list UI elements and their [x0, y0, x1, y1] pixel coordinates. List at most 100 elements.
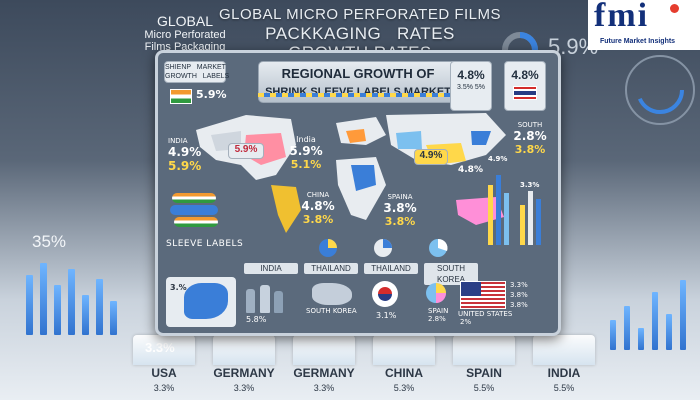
bg-bar	[652, 292, 658, 350]
column-india-value: 5.5%	[553, 383, 575, 393]
bottom-pct-1: 5.8%	[246, 315, 267, 324]
china-callout-label: CHINA	[306, 191, 330, 199]
south-callout-pct1: 2.8%	[513, 129, 547, 143]
bottom-pct-2: 3.1%	[376, 311, 397, 320]
south-korea-panel: SOUTH KOREA	[306, 281, 366, 325]
vertical-bar	[488, 185, 493, 245]
column-china-label: CHINA	[385, 366, 423, 380]
bottom-columns: 3.3% USA GERMANY GERMANY CHINA SPAIN IND…	[125, 335, 595, 400]
vertical-bar	[520, 205, 525, 245]
top-right-box-2: 4.8%	[504, 61, 546, 111]
left-title-line2: Micro Perforated	[144, 29, 226, 41]
right-small-pct-2: 3.3%	[520, 181, 540, 189]
bg-bar	[680, 280, 686, 350]
bg-bar	[82, 295, 89, 335]
top-right-box-2-pct: 4.8%	[511, 68, 539, 82]
korea-flag-icon	[372, 281, 398, 307]
right-small-pct: 4.9%	[488, 155, 508, 163]
south-korea-map	[312, 283, 352, 305]
bg-bar	[624, 306, 630, 350]
vertical-bar	[536, 199, 541, 245]
china-callout-pct2: 3.8%	[302, 213, 334, 226]
us-panel: 3.3% 3.8% 3.8% UNITED STATES 2%	[458, 277, 550, 327]
top-right-box-1-pct: 4.8%	[457, 68, 485, 82]
column-usa	[133, 335, 195, 365]
india-callout-label: INDIA	[168, 137, 188, 145]
column-usa-label: USA	[151, 366, 177, 380]
australia-percent: 4.8%	[458, 165, 483, 175]
thailand-flag-icon	[513, 86, 537, 100]
sleeve-flag-stack	[166, 193, 224, 237]
india-callout-pct2: 5.9%	[168, 159, 202, 173]
fmi-logo: fmi Future Market Insights	[588, 0, 700, 50]
sleeve-labels-text: SLEEVE LABELS	[166, 239, 244, 249]
column-germany-2-value: 3.3%	[313, 383, 335, 393]
strip-label-thailand-1: THAILAND	[304, 263, 358, 274]
south-korea-label: SOUTH KOREA	[306, 307, 357, 315]
column-usa-top: 3.3%	[145, 340, 175, 355]
bottle-icon	[246, 289, 255, 313]
bg-bar	[110, 301, 117, 335]
right-background-bars	[600, 270, 695, 350]
bg-bar	[26, 275, 33, 335]
india-map-callout-label: India	[296, 135, 316, 144]
us-label: UNITED STATES	[458, 310, 513, 318]
india-callout-pct1: 4.9%	[168, 145, 202, 159]
bottom-panel-left: 3.%	[166, 277, 236, 327]
top-right-box-1: 4.8% 3.5% 5%	[450, 61, 492, 111]
us-pct-3: 3.8%	[510, 301, 528, 309]
india-callout: INDIA 4.9% 5.9%	[168, 137, 212, 173]
column-india-label: INDIA	[547, 366, 581, 380]
bottle-icon	[274, 291, 283, 313]
india-flag-icon	[170, 89, 192, 104]
column-china-value: 5.3%	[393, 383, 415, 393]
strip-label-thailand-2: THAILAND	[364, 263, 418, 274]
map-india-percent-box: 5.9%	[228, 143, 264, 159]
spain-pie-icon	[424, 281, 448, 305]
bg-bar	[96, 279, 103, 335]
spain-callout-pct2: 3.8%	[384, 215, 416, 228]
right-ring-decoration	[600, 50, 700, 150]
left-background-percent: 35%	[32, 232, 67, 251]
us-bottom-pct: 2%	[460, 318, 472, 326]
india-map-callout-pct3: 5.1%	[290, 158, 322, 171]
left-title-line1: GLOBAL	[156, 13, 214, 29]
us-pct-1: 3.3%	[510, 281, 528, 289]
spain-bottom-label: SPAIN	[428, 307, 449, 315]
flag-wave-2	[170, 205, 218, 215]
logo-accent-dot	[670, 4, 679, 13]
strip-label-india: INDIA	[244, 263, 298, 274]
global-title-line1: GLOBAL MICRO PERFORATED FILMS	[218, 6, 502, 23]
china-callout: CHINA 4.8% 3.8%	[298, 191, 338, 226]
india-map-callout-pct2: 5.9%	[289, 144, 323, 158]
india-map-callout: India 5.9% 5.1%	[286, 135, 326, 171]
column-usa-value: 3.3%	[153, 383, 175, 393]
spain-callout-pct1: 3.8%	[383, 201, 417, 215]
vertical-bar	[504, 193, 509, 245]
vertical-bar	[528, 191, 533, 245]
spain-bottom-pct: 2.8%	[428, 315, 446, 323]
left-background-bars	[18, 255, 128, 335]
column-germany-1-value: 3.3%	[233, 383, 255, 393]
global-title-line2: PACKKAGING RATES	[265, 24, 455, 43]
vertical-bar	[496, 175, 501, 245]
us-pct-2: 3.8%	[510, 291, 528, 299]
strip-label-south-korea: SOUTH KOREA	[424, 263, 478, 285]
column-germany-1	[213, 335, 275, 365]
card-title-line2: SHRINK SLEEVE LABELS MARKET	[265, 86, 451, 98]
flag-wave-3	[174, 217, 218, 227]
bg-bar	[68, 269, 75, 335]
column-germany-2	[293, 335, 355, 365]
column-india	[533, 335, 595, 365]
south-callout-label: SOUTH	[517, 121, 543, 129]
column-germany-2-label: GERMANY	[293, 366, 355, 380]
south-callout-pct2: 3.8%	[514, 143, 546, 156]
bottom-left-map	[184, 283, 228, 319]
asia-percent-box: 4.9%	[414, 149, 448, 165]
column-spain-value: 5.5%	[473, 383, 495, 393]
column-spain-label: SPAIN	[466, 366, 502, 380]
bg-bar	[40, 263, 47, 335]
regional-growth-card: REGIONAL GROWTH OF SHRINK SLEEVE LABELS …	[155, 50, 561, 336]
column-china	[373, 335, 435, 365]
logo-text: fmi	[594, 0, 650, 34]
